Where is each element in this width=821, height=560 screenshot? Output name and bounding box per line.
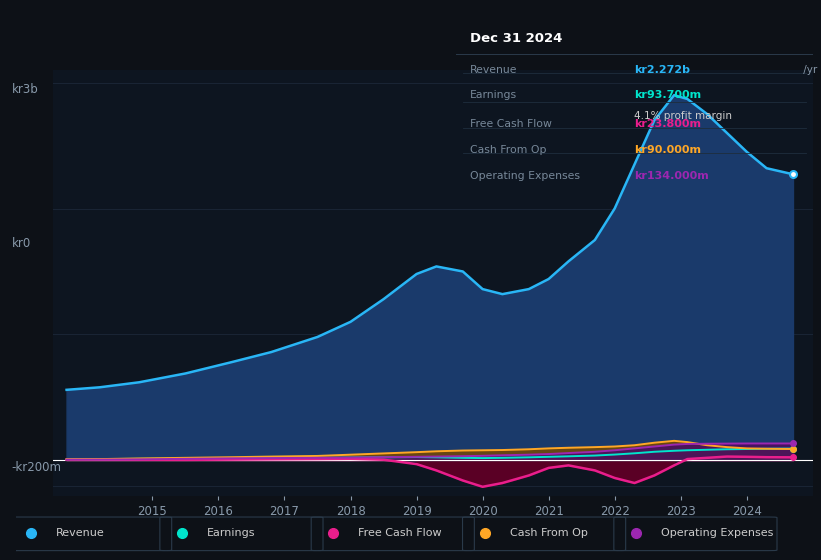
Text: Cash From Op: Cash From Op — [510, 529, 588, 538]
Text: kr90.000m: kr90.000m — [635, 145, 701, 155]
Text: /yr: /yr — [800, 64, 817, 74]
Text: kr0: kr0 — [11, 237, 31, 250]
Text: 4.1% profit margin: 4.1% profit margin — [635, 111, 732, 121]
Text: kr93.700m: kr93.700m — [635, 90, 701, 100]
Text: Revenue: Revenue — [470, 64, 517, 74]
Text: Operating Expenses: Operating Expenses — [470, 170, 580, 180]
Text: Operating Expenses: Operating Expenses — [661, 529, 773, 538]
Text: -kr200m: -kr200m — [11, 461, 62, 474]
Text: Free Cash Flow: Free Cash Flow — [359, 529, 442, 538]
Text: kr23.800m: kr23.800m — [635, 119, 701, 129]
Text: Cash From Op: Cash From Op — [470, 145, 547, 155]
Text: Earnings: Earnings — [207, 529, 255, 538]
Text: Dec 31 2024: Dec 31 2024 — [470, 32, 562, 45]
Text: Earnings: Earnings — [470, 90, 517, 100]
Text: kr2.272b: kr2.272b — [635, 64, 690, 74]
Text: kr3b: kr3b — [11, 83, 39, 96]
Text: Free Cash Flow: Free Cash Flow — [470, 119, 552, 129]
Text: kr134.000m: kr134.000m — [635, 170, 709, 180]
Text: Revenue: Revenue — [56, 529, 104, 538]
